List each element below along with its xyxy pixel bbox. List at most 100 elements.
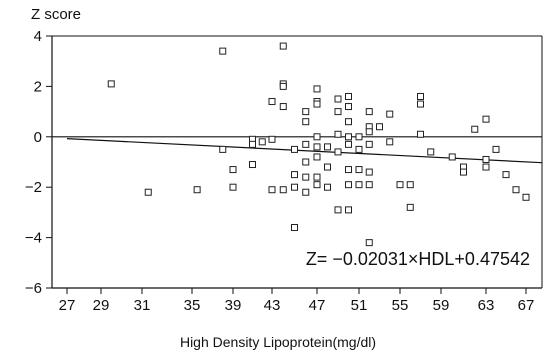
- data-point: [144, 188, 152, 196]
- data-point: [334, 206, 342, 214]
- data-point: [291, 171, 298, 179]
- data-point: [302, 118, 310, 126]
- data-point: [279, 42, 287, 50]
- data-point: [302, 173, 310, 181]
- data-point: [365, 108, 373, 116]
- data-point: [345, 166, 352, 174]
- data-point: [313, 85, 321, 93]
- x-axis-title: High Density Lipoprotein(mg/dl): [180, 334, 376, 350]
- data-point: [268, 186, 276, 194]
- x-tick-label: 35: [184, 297, 201, 314]
- data-point: [229, 166, 237, 174]
- y-axis-title: Z score: [31, 6, 81, 23]
- data-point: [268, 135, 276, 143]
- data-point: [268, 98, 276, 106]
- data-point: [365, 128, 373, 136]
- data-point: [365, 239, 373, 247]
- data-point: [107, 80, 115, 88]
- data-point: [219, 47, 227, 55]
- data-point: [345, 206, 352, 214]
- data-point: [291, 145, 298, 153]
- y-tick-label: −6: [25, 280, 42, 297]
- data-point: [279, 186, 287, 194]
- data-point: [355, 133, 363, 141]
- x-tick-label: 59: [433, 297, 450, 314]
- data-point: [291, 183, 298, 191]
- data-point: [376, 123, 383, 131]
- x-tick-label: 67: [518, 297, 535, 314]
- data-point: [396, 181, 404, 189]
- x-tick-label: 63: [478, 297, 495, 314]
- data-point: [345, 140, 352, 148]
- data-point: [302, 188, 310, 196]
- data-point: [355, 181, 363, 189]
- y-tick-label: 0: [34, 129, 42, 146]
- data-point: [313, 100, 321, 108]
- data-point: [365, 140, 373, 148]
- regression-equation: Z= −0.02031×HDL+0.47542: [306, 249, 530, 269]
- data-point: [324, 183, 331, 191]
- data-point: [482, 155, 490, 163]
- y-tick-label: −4: [25, 230, 42, 247]
- x-tick-label: 29: [93, 297, 110, 314]
- x-tick-label: 43: [264, 297, 281, 314]
- data-point: [334, 108, 342, 116]
- data-point: [313, 133, 321, 141]
- data-point: [302, 108, 310, 116]
- data-point: [324, 163, 331, 171]
- data-point: [345, 103, 352, 111]
- data-point: [355, 145, 363, 153]
- data-point: [313, 173, 321, 181]
- data-point: [492, 145, 500, 153]
- data-point: [258, 138, 266, 146]
- x-tick-label: 51: [351, 297, 368, 314]
- data-point: [482, 163, 490, 171]
- reference-lines: [52, 136, 543, 164]
- plot-frame: [51, 35, 543, 289]
- data-points: [107, 42, 530, 247]
- data-point: [193, 186, 201, 194]
- x-tick-label: 47: [309, 297, 326, 314]
- x-axis: 27 29 31 35 39 43 47 51 55 59 63 67: [59, 288, 535, 314]
- data-point: [417, 130, 424, 138]
- data-point: [334, 130, 342, 138]
- x-tick-label: 27: [59, 297, 76, 314]
- data-point: [291, 224, 298, 232]
- data-point: [345, 181, 352, 189]
- data-point: [448, 153, 456, 161]
- data-point: [313, 153, 321, 161]
- data-point: [324, 143, 331, 151]
- data-point: [386, 138, 394, 146]
- x-tick-label: 39: [225, 297, 242, 314]
- data-point: [512, 186, 520, 194]
- x-tick-label: 55: [392, 297, 409, 314]
- data-point: [334, 95, 342, 103]
- y-tick-label: 4: [34, 28, 42, 45]
- data-point: [334, 148, 342, 156]
- data-point: [417, 100, 424, 108]
- y-axis: 4 2 0 −2 −4 −6: [25, 28, 52, 297]
- data-point: [482, 115, 490, 123]
- data-point: [345, 133, 352, 141]
- data-point: [249, 140, 256, 148]
- data-point: [345, 118, 352, 126]
- data-point: [229, 183, 237, 191]
- data-point: [355, 166, 363, 174]
- y-tick-label: 2: [34, 78, 42, 95]
- data-point: [249, 161, 256, 169]
- data-point: [386, 110, 394, 118]
- data-point: [522, 193, 530, 201]
- data-point: [406, 203, 414, 211]
- data-point: [345, 92, 352, 100]
- data-point: [279, 103, 287, 111]
- data-point: [279, 82, 287, 90]
- x-tick-label: 31: [134, 297, 151, 314]
- data-point: [365, 168, 373, 176]
- regression-line: [66, 138, 543, 164]
- data-point: [313, 143, 321, 151]
- data-point: [417, 92, 424, 100]
- data-point: [302, 158, 310, 166]
- data-point: [502, 171, 510, 179]
- data-point: [460, 168, 467, 176]
